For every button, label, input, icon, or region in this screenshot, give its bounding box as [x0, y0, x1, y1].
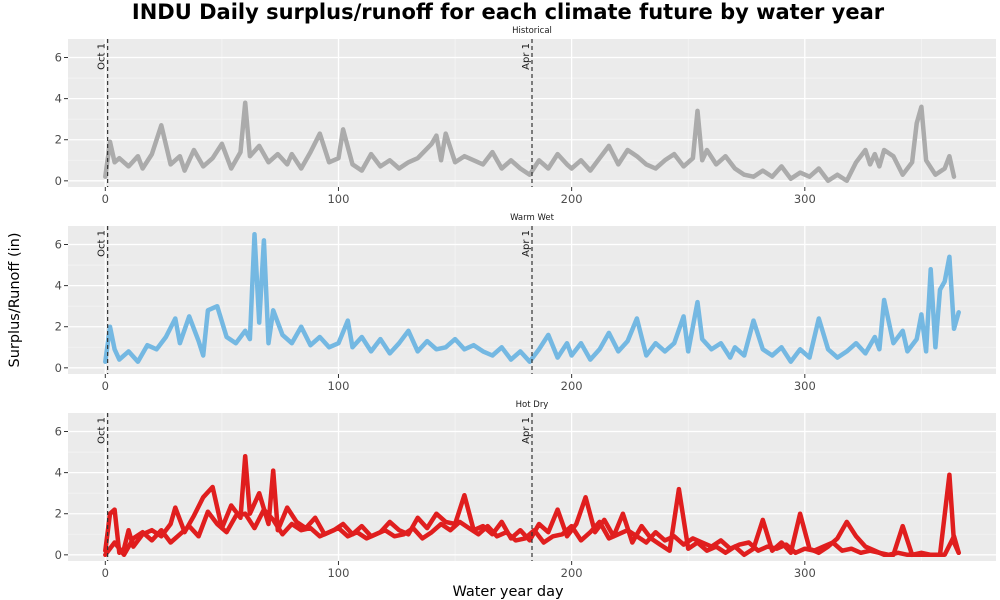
- series-line: [103, 507, 961, 558]
- x-tick-label: 0: [102, 192, 109, 206]
- series-line: [103, 100, 957, 184]
- reference-line-label: Apr 1: [521, 417, 532, 444]
- x-tick-label: 200: [561, 379, 583, 393]
- y-tick-label: 4: [55, 466, 62, 480]
- reference-line-label: Apr 1: [521, 230, 532, 257]
- y-tick-label: 6: [55, 425, 62, 439]
- x-tick-label: 0: [102, 566, 109, 580]
- y-axis-title: Surplus/Runoff (in): [7, 232, 23, 367]
- panel-strip-label: Warm Wet: [510, 213, 555, 223]
- x-tick-label: 200: [561, 566, 583, 580]
- y-tick-label: 4: [55, 92, 62, 106]
- reference-line-label: Oct 1: [97, 417, 108, 444]
- x-tick-label: 100: [327, 566, 349, 580]
- x-tick-label: 100: [327, 192, 349, 206]
- series-line: [103, 231, 961, 364]
- reference-line-label: Apr 1: [521, 43, 532, 70]
- y-tick-label: 2: [55, 133, 62, 147]
- x-tick-label: 300: [794, 192, 816, 206]
- y-tick-label: 6: [55, 51, 62, 65]
- x-tick-label: 300: [794, 379, 816, 393]
- chart-title: INDU Daily surplus/runoff for each clima…: [132, 0, 885, 24]
- y-tick-label: 6: [55, 238, 62, 252]
- y-tick-label: 0: [55, 548, 62, 562]
- x-tick-label: 200: [561, 192, 583, 206]
- x-tick-label: 100: [327, 379, 349, 393]
- panel-strip-label: Historical: [512, 26, 552, 36]
- x-tick-label: 0: [102, 379, 109, 393]
- reference-line-label: Oct 1: [97, 43, 108, 70]
- y-tick-label: 2: [55, 507, 62, 521]
- y-tick-label: 0: [55, 174, 62, 188]
- x-tick-label: 300: [794, 566, 816, 580]
- panel-hot-dry: Hot Dry Oct 1 Apr 1 0 2 4 6 0 100 200 300: [55, 400, 996, 580]
- x-axis-title: Water year day: [452, 584, 564, 600]
- y-tick-label: 0: [55, 361, 62, 375]
- y-tick-label: 4: [55, 279, 62, 293]
- panel-strip-label: Hot Dry: [516, 400, 549, 410]
- panel-historical: Historical Oct 1 Apr 1 0 2 4 6 0 100 200 300: [55, 26, 996, 206]
- y-tick-label: 2: [55, 320, 62, 334]
- reference-line-label: Oct 1: [97, 230, 108, 257]
- panel-warm-wet: Warm Wet Oct 1 Apr 1 0 2 4 6 0 100 200 300: [55, 213, 996, 393]
